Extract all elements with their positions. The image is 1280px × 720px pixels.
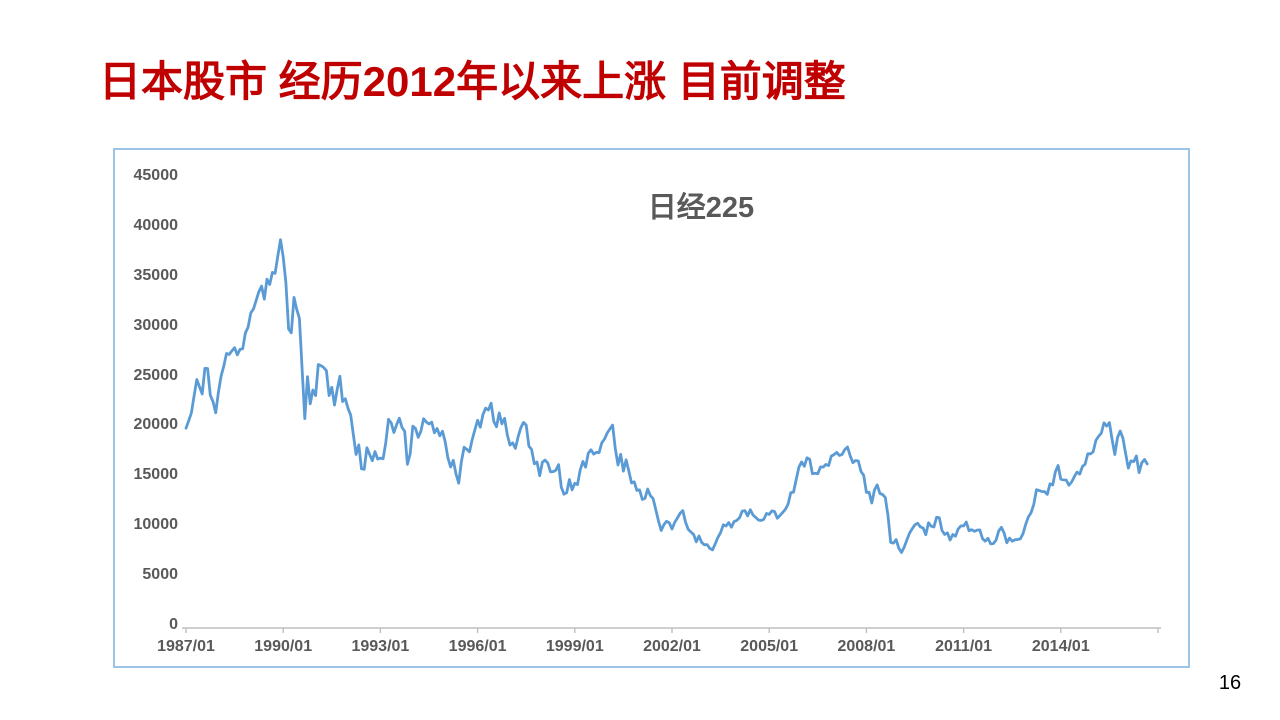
y-axis-tick-label: 5000 xyxy=(142,566,178,584)
chart-frame xyxy=(113,148,1190,668)
y-axis-tick-label: 20000 xyxy=(133,416,179,434)
x-axis-tick-label: 1987/01 xyxy=(157,638,215,655)
y-axis-tick-label: 40000 xyxy=(133,216,179,234)
y-axis-tick-label: 15000 xyxy=(133,466,179,484)
x-axis-tick-label: 2011/01 xyxy=(935,638,993,655)
x-axis-tick-label: 2005/01 xyxy=(740,638,799,655)
slide-title: 日本股市 经历2012年以来上涨 目前调整 xyxy=(99,58,846,105)
x-axis-tick-label: 2008/01 xyxy=(837,638,896,655)
y-axis-tick-label: 30000 xyxy=(133,316,179,334)
x-axis-tick-label: 1999/01 xyxy=(545,638,604,655)
nikkei-price-line xyxy=(184,238,1149,554)
x-axis-tick-label: 2014/01 xyxy=(1031,638,1090,655)
page-number: 16 xyxy=(1218,672,1242,694)
x-axis-tick-label: 1990/01 xyxy=(254,638,313,655)
y-axis-tick-label: 35000 xyxy=(133,266,179,284)
y-axis-tick-label: 10000 xyxy=(133,516,179,534)
y-axis-tick-label: 0 xyxy=(169,616,178,633)
chart-title: 日经225 xyxy=(647,192,755,224)
x-axis-tick-label: 1996/01 xyxy=(448,638,507,655)
y-axis-tick-label: 25000 xyxy=(133,366,179,384)
x-axis-tick-label: 1993/01 xyxy=(351,638,410,655)
x-axis-tick-label: 2002/01 xyxy=(643,638,701,655)
y-axis-tick-label: 45000 xyxy=(133,167,179,184)
